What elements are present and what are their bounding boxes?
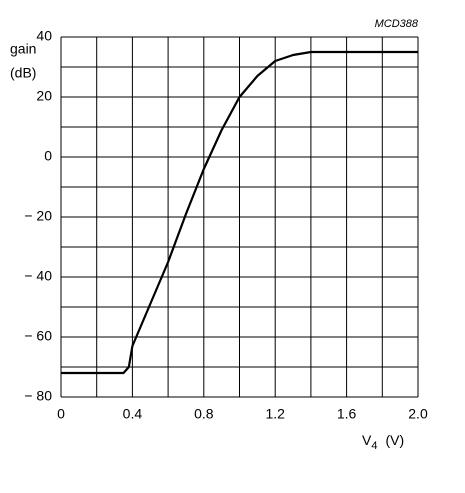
x-label-unit: (V): [385, 432, 404, 448]
x-tick-label: 1.2: [265, 406, 285, 422]
y-tick-label: − 20: [24, 208, 52, 224]
data-line: [61, 50, 418, 375]
x-label-symbol: V: [362, 432, 372, 448]
y-tick-label: 40: [36, 28, 52, 44]
x-tick-label: 2.0: [408, 406, 428, 422]
x-label-subscript: 4: [371, 440, 377, 452]
x-tick-label: 0: [57, 406, 65, 422]
y-tick-label: 20: [36, 88, 52, 104]
x-axis-label: V4 (V): [362, 432, 404, 452]
x-tick-label: 0.8: [194, 406, 214, 422]
y-tick-label: − 40: [24, 268, 52, 284]
figure-code: MCD388: [375, 18, 419, 30]
y-tick-label: − 60: [24, 328, 52, 344]
y-axis-label: (dB): [10, 65, 36, 81]
x-tick-label: 1.6: [337, 406, 357, 422]
x-tick-label: 0.4: [123, 406, 143, 422]
y-tick-label: − 80: [24, 388, 52, 404]
y-tick-label: 0: [44, 148, 52, 164]
y-axis-label: gain: [10, 41, 36, 57]
